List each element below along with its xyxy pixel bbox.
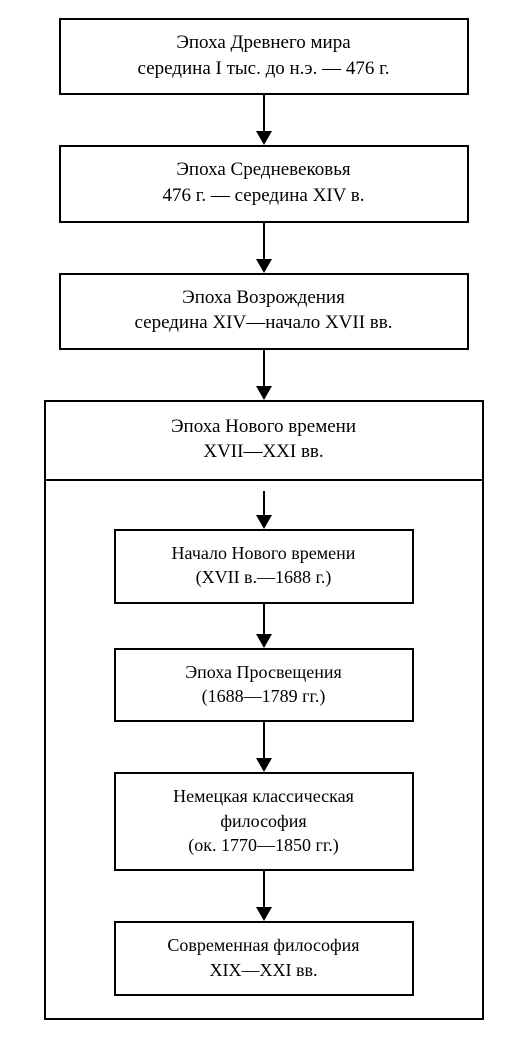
node-line: Эпоха Просвещения [185,662,342,682]
node-line: Современная философия [167,935,359,955]
sub-early-modern: Начало Нового времени (XVII в.—1688 г.) [114,529,414,604]
arrow-down-icon [256,223,272,273]
node-line: XVII—XXI вв. [203,441,323,462]
node-line: Эпоха Возрождения [182,287,345,308]
arrow-down-icon [256,871,272,921]
era-modern-body: Начало Нового времени (XVII в.—1688 г.) … [46,481,482,1018]
node-line: середина I тыс. до н.э. — 476 г. [138,58,390,79]
sub-german-classical: Немецкая классическая философия (ок. 177… [114,772,414,871]
node-line: философия [220,811,306,831]
node-line: Эпоха Средневековья [176,159,350,180]
node-line: середина XIV—начало XVII вв. [134,312,392,333]
flowchart: Эпоха Древнего мира середина I тыс. до н… [34,18,493,1020]
sub-enlightenment: Эпоха Просвещения (1688—1789 гг.) [114,648,414,723]
node-line: (1688—1789 гг.) [202,686,326,706]
era-renaissance: Эпоха Возрождения середина XIV—начало XV… [59,273,469,350]
node-line: Немецкая классическая [173,786,354,806]
node-line: (ок. 1770—1850 гг.) [188,835,338,855]
sub-contemporary: Современная философия XIX—XXI вв. [114,921,414,996]
node-line: Начало Нового времени [172,543,356,563]
era-medieval: Эпоха Средневековья 476 г. — середина XI… [59,145,469,222]
node-line: XIX—XXI вв. [210,960,318,980]
node-line: Эпоха Нового времени [171,416,356,437]
node-line: (XVII в.—1688 г.) [196,567,332,587]
arrow-down-icon [256,604,272,648]
arrow-down-icon [256,350,272,400]
arrow-down-icon [256,722,272,772]
era-modern-container: Эпоха Нового времени XVII—XXI вв. Начало… [44,400,484,1020]
era-modern-header: Эпоха Нового времени XVII—XXI вв. [46,402,482,481]
node-line: Эпоха Древнего мира [176,32,350,53]
arrow-down-icon [256,95,272,145]
node-line: 476 г. — середина XIV в. [162,185,364,206]
era-ancient: Эпоха Древнего мира середина I тыс. до н… [59,18,469,95]
arrow-down-icon [256,491,272,529]
